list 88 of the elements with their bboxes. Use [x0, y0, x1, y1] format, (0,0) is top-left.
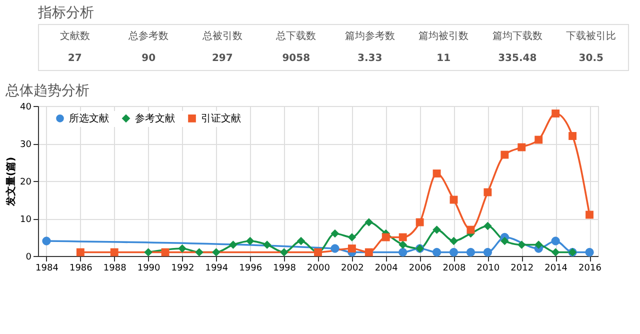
- point: [398, 248, 408, 257]
- point: [348, 233, 356, 242]
- point: [466, 248, 476, 257]
- category-label: 总下载数: [275, 30, 316, 42]
- point: [212, 248, 220, 256]
- x-tick-label: 2014: [544, 264, 568, 274]
- legend-label: 参考文献: [135, 112, 175, 124]
- point: [144, 248, 152, 256]
- point: [178, 244, 186, 253]
- category-label: 篇均下载数: [492, 30, 542, 42]
- x-tick-label: 1992: [171, 264, 194, 274]
- point: [76, 248, 84, 256]
- point: [551, 248, 560, 256]
- x-tick-label: 2006: [408, 264, 432, 274]
- point: [246, 236, 254, 246]
- point: [364, 218, 374, 226]
- point: [483, 248, 492, 257]
- data-label: 11: [436, 53, 451, 64]
- point: [330, 229, 340, 238]
- point: [382, 233, 390, 242]
- category-label: 下载被引比: [566, 30, 616, 42]
- category-label: 文献数: [60, 30, 90, 42]
- x-tick-label: 2000: [307, 264, 330, 274]
- data-label: 335.48: [498, 53, 537, 64]
- point: [330, 244, 340, 253]
- point: [450, 236, 458, 246]
- point: [585, 248, 594, 257]
- point: [364, 248, 373, 256]
- data-label: 90: [142, 53, 156, 64]
- x-tick-label: 2012: [510, 264, 534, 274]
- category-label: 总被引数: [201, 30, 242, 42]
- point: [500, 236, 509, 246]
- data-label: 3.33: [358, 53, 382, 64]
- y-tick-label: 30: [20, 140, 32, 150]
- point: [432, 226, 441, 234]
- point: [518, 143, 526, 152]
- y-tick-label: 0: [26, 252, 32, 262]
- x-tick-label: 1990: [137, 264, 161, 274]
- data-label: 27: [68, 53, 82, 64]
- x-tick-label: 1998: [273, 264, 296, 274]
- data-label: 9058: [282, 53, 310, 64]
- point: [229, 240, 238, 249]
- x-tick-label: 1984: [36, 264, 59, 274]
- text: 指标分析: [37, 5, 94, 21]
- point: [517, 240, 526, 249]
- point: [398, 240, 407, 249]
- point: [280, 248, 288, 256]
- point: [416, 218, 424, 226]
- point: [348, 244, 356, 252]
- data-label: 30.5: [578, 53, 604, 64]
- point: [568, 132, 577, 140]
- x-tick-label: 1986: [69, 264, 93, 274]
- point: [551, 236, 560, 246]
- x-tick-label: 1994: [205, 264, 228, 274]
- point: [484, 222, 492, 230]
- category-label: 总参考数: [128, 30, 169, 42]
- point: [552, 110, 560, 118]
- point: [398, 233, 407, 242]
- point: [110, 248, 118, 256]
- y-tick-label: 40: [20, 102, 32, 112]
- legend-label: 所选文献: [69, 112, 109, 124]
- point: [42, 236, 51, 246]
- point: [296, 236, 306, 246]
- legend-label: 引证文献: [201, 112, 241, 124]
- y-tick-label: 10: [20, 215, 32, 225]
- x-tick-label: 2016: [578, 264, 602, 274]
- point: [449, 248, 458, 257]
- chart-title: 总体趋势分析: [4, 83, 90, 99]
- x-tick-label: 2008: [442, 264, 466, 274]
- x-tick-label: 2004: [374, 264, 398, 274]
- point: [586, 210, 594, 219]
- point: [534, 240, 543, 249]
- category-label: 篇均被引数: [418, 30, 469, 42]
- point: [534, 136, 543, 144]
- point: [432, 170, 441, 178]
- data-label: 297: [212, 53, 233, 64]
- point: [195, 248, 204, 256]
- point: [262, 240, 272, 249]
- point: [432, 248, 442, 257]
- x-tick-label: 2002: [340, 264, 364, 274]
- x-tick-label: 2010: [476, 264, 500, 274]
- x-tick-label: 1988: [103, 264, 127, 274]
- y-axis-title: 发文量(篇): [5, 156, 18, 208]
- category-label: 篇均参考数: [344, 30, 395, 42]
- point: [500, 150, 509, 159]
- y-tick-label: 20: [20, 178, 32, 188]
- point: [484, 188, 492, 196]
- x-tick-label: 1996: [239, 264, 262, 274]
